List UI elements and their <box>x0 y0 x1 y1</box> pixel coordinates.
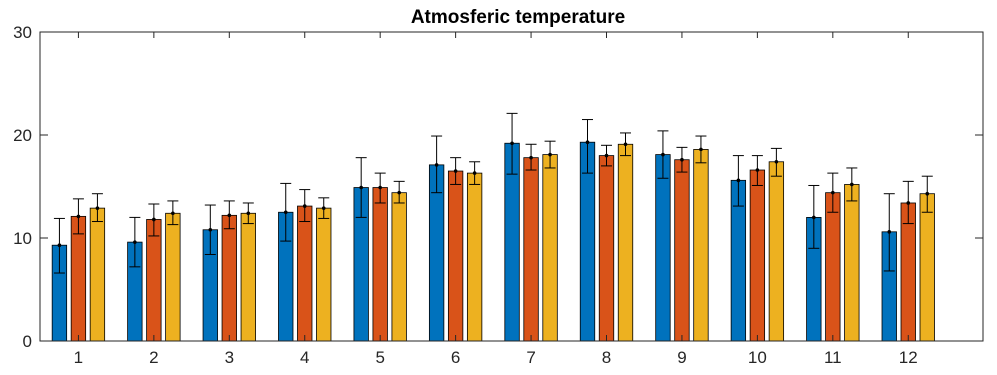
bar <box>617 143 634 342</box>
x-tick-label: 10 <box>748 348 767 367</box>
error-bar <box>770 147 782 177</box>
error-bar <box>921 175 933 213</box>
x-tick-label: 8 <box>602 348 611 367</box>
error-bar <box>91 193 103 223</box>
bar <box>844 184 860 342</box>
y-tick-label: 20 <box>13 126 32 145</box>
error-bar <box>204 204 216 255</box>
y-tick-label: 30 <box>13 23 32 42</box>
bar <box>146 219 162 342</box>
chart-title: Atmosferic temperature <box>411 7 625 28</box>
y-tick-label: 10 <box>13 229 32 248</box>
x-tick-label: 4 <box>300 348 309 367</box>
y-tick-label: 0 <box>23 332 32 351</box>
error-bar <box>72 198 84 235</box>
x-tick-label: 2 <box>149 348 158 367</box>
bar <box>165 212 181 342</box>
error-bar <box>280 182 292 242</box>
bar <box>674 159 690 342</box>
axes-box <box>39 31 984 342</box>
error-bar <box>657 130 669 179</box>
bar <box>89 207 106 342</box>
bar <box>825 192 841 342</box>
error-bar <box>525 143 537 171</box>
errorbars-layer <box>53 112 933 274</box>
bar <box>749 169 766 342</box>
error-bar <box>732 155 744 207</box>
error-bar <box>469 161 481 185</box>
error-bar <box>846 167 858 202</box>
bar <box>372 187 388 342</box>
x-tick-label: 12 <box>899 348 918 367</box>
error-bar <box>751 155 763 186</box>
x-tick-label: 5 <box>375 348 384 367</box>
error-bar <box>374 172 386 204</box>
bar <box>297 205 313 342</box>
x-tick-label: 6 <box>451 348 460 367</box>
bar <box>240 212 256 342</box>
error-bar <box>883 193 895 272</box>
bar <box>221 214 237 342</box>
error-bar <box>242 202 254 225</box>
error-bar <box>827 172 839 213</box>
error-bar <box>808 184 820 249</box>
bar <box>70 215 87 342</box>
bar <box>655 154 671 342</box>
error-bar <box>695 135 707 164</box>
error-bar <box>506 112 518 175</box>
bar <box>523 157 539 342</box>
ticks-layer <box>40 31 983 342</box>
bar <box>391 192 407 342</box>
error-bar <box>53 217 65 274</box>
error-bar <box>299 189 311 223</box>
error-bar <box>129 216 141 268</box>
error-bar <box>148 203 160 237</box>
bar <box>316 207 332 342</box>
bar <box>447 170 464 342</box>
error-bar <box>582 119 593 174</box>
x-tick-label: 3 <box>225 348 234 367</box>
error-bar <box>450 157 462 185</box>
error-bar <box>902 180 914 225</box>
bar <box>598 155 615 342</box>
error-bar <box>601 144 612 167</box>
bar <box>542 154 558 342</box>
error-bar <box>355 157 367 218</box>
bar <box>919 193 935 342</box>
bar <box>768 161 785 342</box>
x-tick-label: 7 <box>526 348 535 367</box>
error-bar <box>318 197 330 219</box>
error-bar <box>393 180 405 204</box>
error-bar <box>223 200 235 230</box>
bar <box>693 149 709 342</box>
error-bar <box>544 140 556 169</box>
error-bar <box>431 135 443 194</box>
bar <box>466 172 483 342</box>
error-bar <box>676 146 688 173</box>
x-tick-label: 9 <box>677 348 686 367</box>
x-tick-label: 11 <box>824 348 842 367</box>
error-bar <box>167 200 179 226</box>
bars-layer <box>51 141 935 342</box>
x-tick-label: 1 <box>74 348 83 367</box>
error-bar <box>620 132 631 157</box>
